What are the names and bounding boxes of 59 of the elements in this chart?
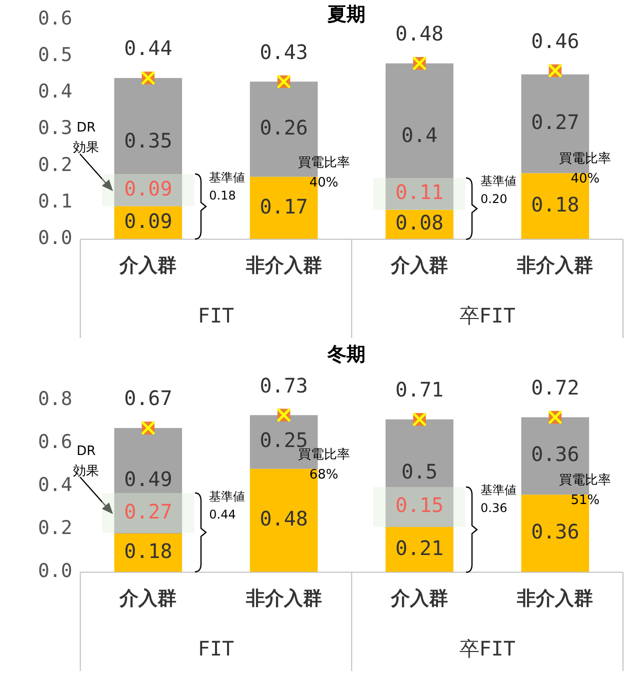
data-label: 0.21	[395, 536, 444, 560]
data-label: 0.09	[124, 208, 172, 233]
x-tick-label: 介入群	[390, 254, 448, 277]
text: FIT	[198, 636, 234, 660]
annotation: DR 効果	[73, 444, 100, 479]
x-tick-label: 非介入群	[516, 254, 594, 277]
data-label: 0.73	[260, 373, 308, 398]
y-tick-label: 0.6	[38, 7, 72, 30]
annotation: 基準値 0.44	[209, 490, 246, 522]
annotation: DR 効果	[73, 120, 100, 156]
data-label: 0.27	[531, 110, 580, 134]
x-tick-label: 非介入群	[244, 588, 322, 610]
y-tick-label: 0.2	[38, 154, 72, 176]
y-tick-label: 0.4	[38, 80, 72, 103]
data-label: 0.18	[124, 539, 172, 564]
data-label: 0.71	[395, 378, 444, 402]
y-tick-label: 0.1	[38, 190, 72, 213]
data-label: 0.5	[401, 459, 438, 484]
annotation: 基準値 0.18	[209, 170, 246, 202]
x-tick-label: 介入群	[118, 254, 177, 277]
x-tick-label: 介入群	[118, 588, 177, 610]
annotation: 0.11	[395, 180, 444, 204]
data-label: 0.36	[531, 520, 580, 544]
data-label: 0.4	[401, 122, 438, 147]
annotation: 0.27	[124, 500, 172, 524]
chart-title: 冬期	[326, 343, 366, 366]
x-tick-label: 非介入群	[516, 588, 594, 610]
data-label: 0.26	[260, 116, 308, 140]
data-label: 0.35	[124, 128, 172, 152]
data-label: 0.48	[260, 506, 308, 531]
data-label: 0.46	[531, 28, 580, 53]
data-label: 0.36	[531, 442, 580, 466]
data-label: 0.49	[124, 466, 172, 491]
annotation: 0.15	[395, 493, 444, 518]
y-tick-label: 0.0	[38, 227, 72, 250]
data-label: 0.48	[395, 22, 444, 46]
y-tick-label: 0.8	[38, 388, 72, 410]
y-tick-label: 0.4	[38, 474, 72, 496]
data-label: 0.43	[260, 40, 308, 64]
chart-title: 夏期	[326, 3, 366, 26]
data-label: 0.17	[260, 194, 308, 218]
data-label: 0.18	[531, 192, 580, 216]
annotation: 基準値 0.20	[480, 174, 516, 206]
data-label: 0.67	[124, 386, 172, 410]
y-tick-label: 0.6	[38, 430, 72, 453]
x-tick-label: 非介入群	[244, 254, 322, 277]
text: 卒FIT	[459, 636, 516, 660]
data-label: 0.72	[531, 375, 580, 400]
y-tick-label: 0.5	[38, 44, 72, 66]
text: 卒FIT	[459, 303, 516, 328]
x-tick-label: 介入群	[390, 588, 448, 610]
y-tick-label: 0.2	[38, 517, 72, 540]
y-tick-label: 0.0	[38, 560, 72, 582]
data-label: 0.08	[395, 210, 444, 235]
data-label: 0.44	[124, 36, 172, 60]
annotation: 0.09	[124, 176, 172, 200]
annotation: 基準値 0.36	[480, 483, 516, 516]
y-tick-label: 0.3	[38, 117, 72, 140]
text: FIT	[198, 303, 234, 328]
